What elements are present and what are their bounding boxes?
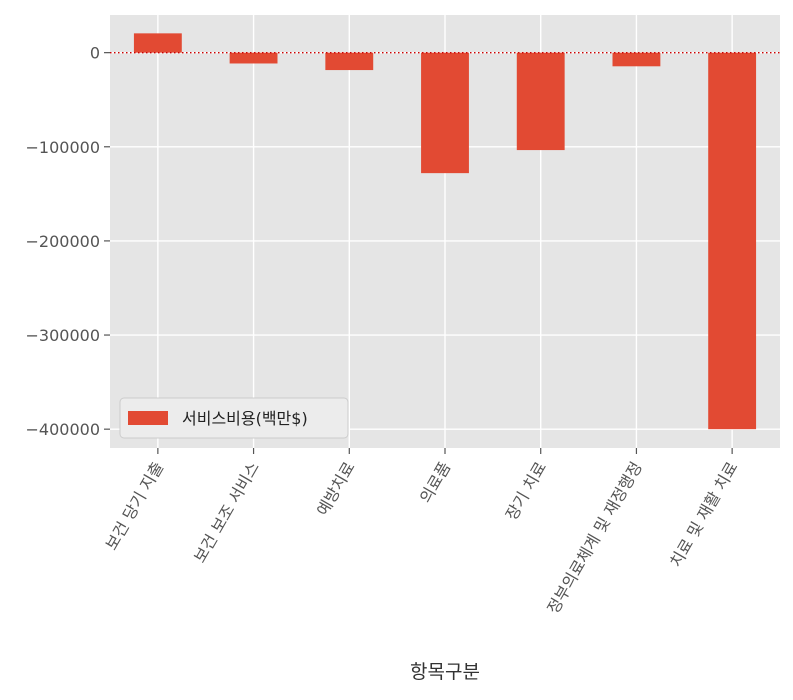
x-axis-title: 항목구분 <box>410 661 480 683</box>
legend-box <box>119 397 349 439</box>
legend-label: 서비스비용(백만$) <box>182 409 308 428</box>
bar <box>421 52 469 174</box>
legend: 서비스비용(백만$) <box>119 397 349 439</box>
bar <box>612 52 661 67</box>
x-tick-label: 의료품 <box>416 459 455 507</box>
x-tick-label: 예방치료 <box>313 459 359 520</box>
y-tick-label: −100000 <box>26 138 100 157</box>
bar <box>516 52 565 151</box>
x-tick-label: 치료 및 재활 치료 <box>666 459 742 571</box>
bar <box>229 52 278 64</box>
y-tick-label: 0 <box>90 44 100 63</box>
y-axis-ticks: 0 −100000 −200000 −300000 −400000 <box>26 44 110 439</box>
legend-swatch <box>128 411 168 425</box>
bar <box>708 52 757 430</box>
bar <box>133 33 182 53</box>
y-tick-label: −200000 <box>26 232 100 251</box>
x-tick-label: 장기 치료 <box>502 459 550 524</box>
x-tick-label: 정부의료체계 및 재정행정 <box>543 459 646 618</box>
y-tick-label: −400000 <box>26 420 100 439</box>
bar-series <box>133 33 757 430</box>
x-tick-label: 보건 당기 지출 <box>102 459 168 554</box>
bar <box>325 52 374 71</box>
y-tick-label: −300000 <box>26 326 100 345</box>
x-tick-label: 보건 보조 서비스 <box>190 459 263 567</box>
